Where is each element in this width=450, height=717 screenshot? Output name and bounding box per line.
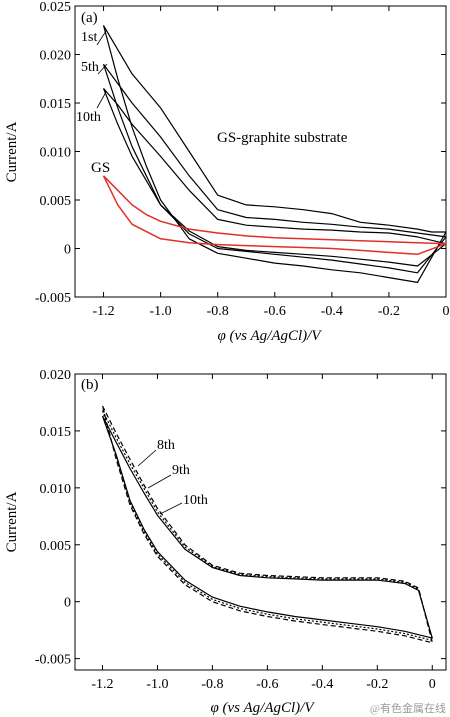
panel-a-series-1st: [102, 25, 447, 283]
panel-a-annotation-1st: 1st: [81, 30, 97, 45]
panel-b-y-tick-label: 0: [64, 596, 71, 611]
panel-a-x-tick-label: -1.2: [92, 304, 114, 319]
panel-b-annotation-9th: 9th: [172, 463, 190, 478]
panel-b-leader-9th: [147, 474, 172, 489]
panel-b-leader-10th: [159, 502, 183, 515]
panel-b-x-tick-label: -0.6: [256, 677, 278, 692]
panel-a-x-tick-label: -0.6: [264, 304, 286, 319]
panel-b-x-tick-label: 0: [429, 677, 436, 692]
panel-a-annotation-substrate: GS-graphite substrate: [217, 130, 348, 146]
panel-a-y-tick-label: 0.015: [40, 97, 72, 112]
panel-a-y-tick-label: -0.005: [35, 291, 71, 306]
panel-b-x-axis-title: φ (vs Ag/AgCl)/V: [210, 700, 315, 716]
panel-b-y-tick-label: -0.005: [35, 653, 71, 668]
panel-a-label: (a): [81, 10, 98, 26]
panel-a-series-10th: [102, 88, 447, 267]
panel-b-ticks: -1.2 -1.0 -0.8 -0.6 -0.4 -0.2 0 -0.005 0 0.005 0.0…: [35, 368, 446, 692]
panel-a-x-tick-label: 0: [443, 304, 450, 319]
panel-b-series-10th: [101, 415, 433, 639]
panel-a-y-tick-label: 0: [64, 243, 71, 258]
panel-a-y-tick-label: 0.005: [40, 194, 72, 209]
panel-b-x-tick-label: -0.2: [366, 677, 388, 692]
panel-a-x-tick-label: -0.2: [378, 304, 400, 319]
panel-a-x-tick-label: -0.8: [207, 304, 229, 319]
panel-a-series-GS: [102, 175, 447, 256]
panel-b-series: [101, 405, 433, 644]
panel-a-leader-1st: [96, 30, 107, 46]
panel-a-annotation-5th: 5th: [81, 60, 99, 75]
panel-a-x-tick-label: -1.0: [150, 304, 172, 319]
panel-b-series-8th: [101, 405, 433, 644]
panel-b-label: (b): [81, 377, 99, 393]
watermark-text: @有色金属在线: [370, 701, 446, 715]
panel-a-x-tick-label: -0.4: [321, 304, 343, 319]
panel-a-annotation-gs: GS: [91, 160, 110, 176]
panel-a-y-tick-label: 0.020: [40, 49, 72, 64]
panel-a-chart: -1.2 -1.0 -0.8 -0.6 -0.4 -0.2 0 -0.005 0 0.005 0.0…: [4, 0, 450, 344]
panel-b-y-axis-title: Current/A: [4, 491, 20, 552]
panel-b-chart: -1.2 -1.0 -0.8 -0.6 -0.4 -0.2 0 -0.005 0 0.005 0.0…: [4, 368, 447, 716]
panel-b-y-tick-label: 0.010: [40, 482, 72, 497]
panel-a-annotation-10th: 10th: [76, 110, 101, 125]
panel-b-y-tick-label: 0.015: [40, 425, 72, 440]
panel-a-y-tick-label: 0.025: [40, 0, 72, 15]
panel-a-ticks: -1.2 -1.0 -0.8 -0.6 -0.4 -0.2 0 -0.005 0 0.005 0.0…: [35, 0, 450, 319]
panel-b-x-tick-label: -1.0: [146, 677, 168, 692]
panel-b-plot-frame: [74, 373, 447, 671]
panel-b-series-9th: [101, 410, 433, 642]
panel-a-leader-5th: [97, 63, 108, 75]
panel-b-y-tick-label: 0.005: [40, 539, 72, 554]
panel-a-leader-10th: [96, 91, 107, 109]
panel-b-annotation-8th: 8th: [157, 438, 175, 453]
panel-b-leader-8th: [137, 449, 157, 467]
panel-b-annotation-10th: 10th: [183, 493, 208, 508]
panel-a-x-axis-title: φ (vs Ag/AgCl)/V: [217, 328, 322, 344]
panel-b-y-tick-label: 0.020: [40, 368, 72, 383]
panel-a-series: [102, 25, 447, 283]
panel-a-y-axis-title: Current/A: [4, 121, 20, 182]
panel-b-x-tick-label: -0.8: [201, 677, 223, 692]
panel-b-x-tick-label: -0.4: [311, 677, 333, 692]
panel-a-y-tick-label: 0.010: [40, 146, 72, 161]
panel-b-x-tick-label: -1.2: [91, 677, 113, 692]
